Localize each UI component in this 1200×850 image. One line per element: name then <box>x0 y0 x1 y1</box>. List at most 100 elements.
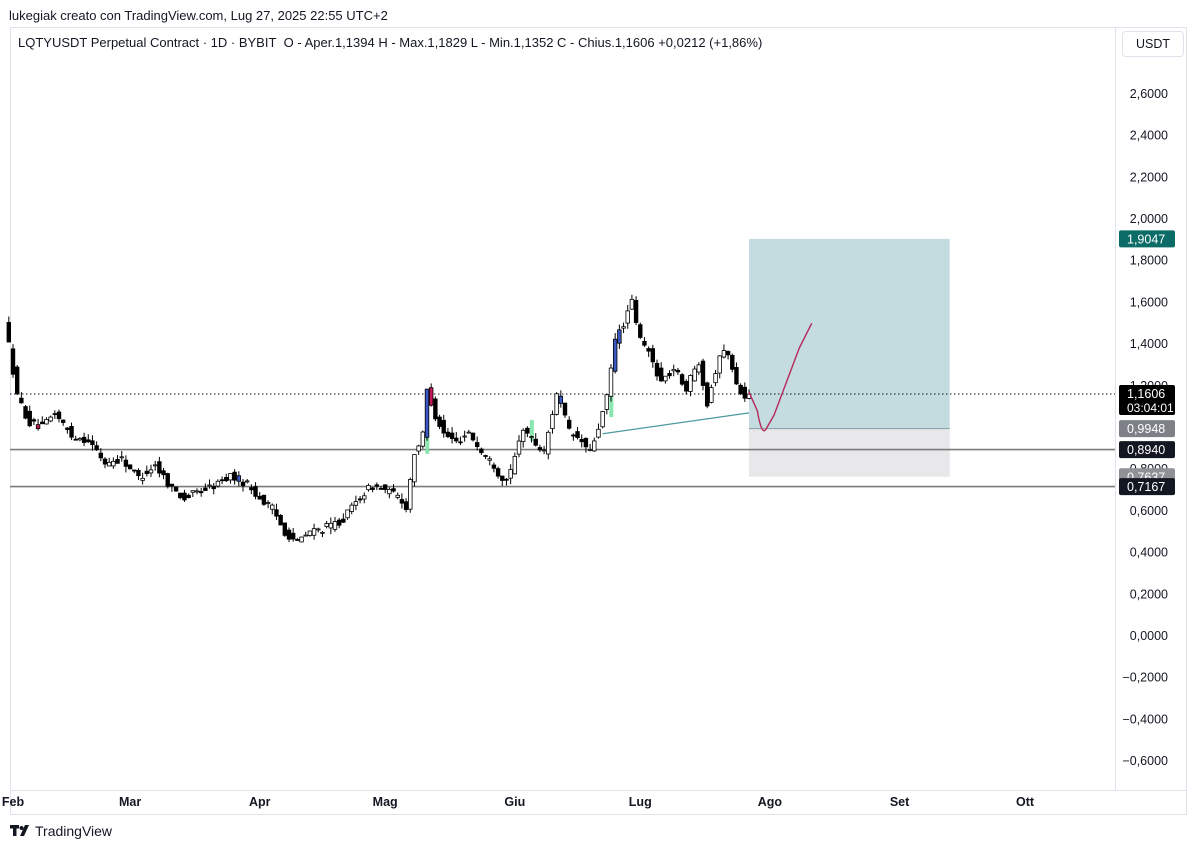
candle <box>408 477 413 513</box>
candle <box>696 362 702 376</box>
candle <box>6 316 12 343</box>
price-tag: 0,8940 <box>1119 441 1175 459</box>
candle <box>144 465 150 477</box>
candle <box>646 346 651 357</box>
candle <box>136 468 141 481</box>
y-tick-label: 0,4000 <box>1130 546 1168 560</box>
candle-body <box>730 354 735 370</box>
candle-body <box>458 441 463 444</box>
candle-body <box>470 432 476 441</box>
candle-body <box>704 382 710 407</box>
candle-body <box>420 431 426 447</box>
currency-selector-button[interactable]: USDT <box>1122 31 1184 57</box>
candle-body <box>165 473 170 487</box>
candle-body <box>203 487 208 491</box>
candle-body <box>73 438 78 441</box>
candle-body <box>31 419 37 422</box>
candle-body <box>265 502 271 504</box>
candle <box>10 344 16 378</box>
time-axis-divider <box>10 790 1187 791</box>
candle-body <box>102 458 108 465</box>
candle <box>491 462 497 473</box>
candle <box>667 370 672 379</box>
price-tag-bg <box>1119 441 1175 459</box>
candle <box>495 466 501 479</box>
candle-body <box>554 393 559 415</box>
x-tick-label: Apr <box>249 795 271 809</box>
y-tick-label: 2,0000 <box>1130 212 1168 226</box>
candle <box>537 444 543 453</box>
candle-body <box>111 460 116 467</box>
candle-body <box>738 384 743 395</box>
candle-body <box>23 406 28 419</box>
candle <box>449 427 455 444</box>
candle-body <box>395 494 400 498</box>
candle <box>290 528 296 542</box>
candle-body <box>520 429 526 442</box>
candle <box>157 456 162 478</box>
candle-body <box>261 494 267 505</box>
ohlc-values: O - Aper.1,1394 H - Max.1,1829 L - Min.1… <box>283 35 763 50</box>
candle <box>240 479 246 492</box>
candle-body <box>119 456 124 459</box>
candle <box>31 417 37 426</box>
candle-body <box>445 431 451 437</box>
candle-body <box>370 487 375 490</box>
candle <box>700 358 706 391</box>
candle-body <box>60 419 66 423</box>
price-tag: 0,9948 <box>1119 420 1175 438</box>
candle-body <box>249 487 254 491</box>
candle <box>725 350 731 360</box>
candle-body <box>504 478 509 481</box>
candle-body <box>144 470 150 475</box>
candlestick-series <box>6 294 752 543</box>
candle-body <box>299 536 304 543</box>
candle <box>106 457 112 467</box>
candle-body <box>86 439 91 443</box>
candle <box>541 445 547 455</box>
candle <box>679 373 685 387</box>
candle <box>433 396 438 422</box>
candle <box>328 517 334 535</box>
tradingview-brand[interactable]: TradingView <box>10 823 112 839</box>
candle <box>115 455 120 464</box>
last-price-tag-bg <box>1119 385 1175 416</box>
candle <box>48 415 53 423</box>
candle-body <box>633 300 639 323</box>
candle <box>600 410 605 429</box>
candle-body <box>290 532 296 540</box>
candle <box>717 355 722 379</box>
candle <box>558 390 564 408</box>
candle <box>362 492 367 504</box>
candle <box>236 471 242 487</box>
candle-body <box>491 464 497 469</box>
candle-body <box>282 522 288 536</box>
candle <box>516 435 522 458</box>
candle <box>81 432 87 447</box>
candle <box>127 464 133 470</box>
candle-body <box>6 322 12 343</box>
candle <box>454 432 459 444</box>
candle <box>658 362 664 382</box>
candle <box>52 410 58 419</box>
x-tick-label: Lug <box>629 795 652 809</box>
candle-body <box>10 348 16 375</box>
candle-body <box>349 504 354 512</box>
candle <box>562 402 568 418</box>
position-profit-zone <box>749 238 950 429</box>
candle <box>730 353 735 373</box>
price-tag: 1,9047 <box>1119 230 1175 248</box>
candle <box>73 435 78 441</box>
candle-body <box>341 518 346 523</box>
price-tag: 0,7167 <box>1119 478 1175 496</box>
candle <box>307 530 313 537</box>
candle-body <box>671 369 676 372</box>
candle <box>341 513 346 523</box>
candle <box>566 416 572 430</box>
last-price-tag-countdown: 03:04:01 <box>1127 401 1174 415</box>
chart-credit: lukegiak creato con TradingView.com, Lug… <box>9 8 388 23</box>
y-tick-label: −0,2000 <box>1122 671 1168 685</box>
candle <box>232 469 237 485</box>
candle <box>370 487 375 493</box>
